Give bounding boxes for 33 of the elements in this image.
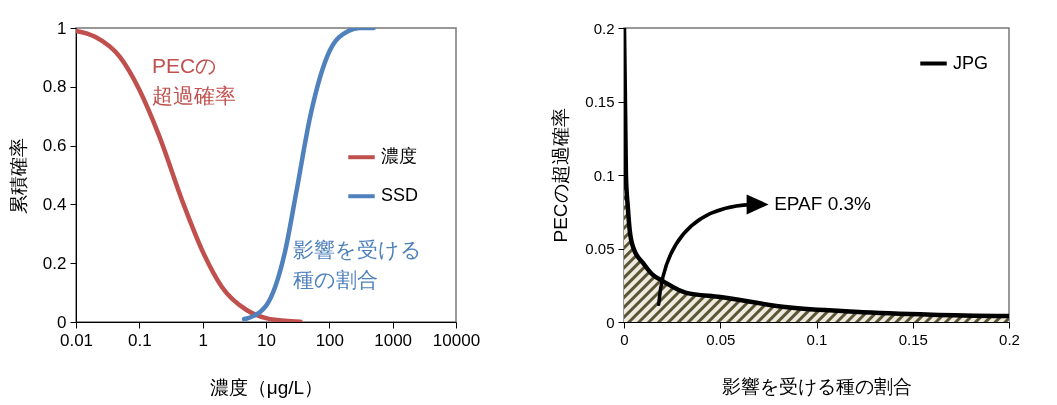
y-tick-label: 0.15 — [585, 93, 615, 110]
x-tick-label: 100 — [315, 330, 345, 350]
x-tick-label: 0.15 — [898, 330, 928, 348]
x-axis-title: 濃度（μg/L） — [209, 376, 324, 398]
y-tick-label: 0.1 — [593, 166, 615, 184]
y-tick-label: 0.2 — [42, 253, 67, 273]
x-tick-label: 0.05 — [706, 330, 736, 348]
x-tick-label: 0 — [620, 330, 629, 348]
y-tick-label: 0.8 — [42, 77, 67, 97]
y-tick-label: 0.2 — [593, 19, 615, 37]
x-tick-label: 0.1 — [128, 330, 152, 350]
legend-label: JPG — [953, 52, 989, 73]
y-tick-label: 1 — [57, 18, 67, 38]
y-axis-title: 累積確率 — [7, 137, 29, 214]
y-axis-title: PECの超過確率 — [550, 108, 572, 243]
y-tick-label: 0.6 — [42, 136, 67, 156]
x-tick-label: 0.01 — [59, 330, 94, 350]
x-tick-label: 1 — [198, 330, 208, 350]
x-tick-label: 10000 — [432, 330, 481, 350]
x-tick-label: 10 — [257, 330, 276, 350]
annotation: EPAF 0.3% — [774, 193, 872, 215]
x-tick-label: 0.1 — [806, 330, 828, 348]
y-tick-label: 0 — [57, 312, 67, 332]
annotation: 影響を受ける種の割合 — [292, 237, 422, 291]
x-tick-label: 0.2 — [999, 330, 1020, 348]
legend-label: SSD — [381, 185, 419, 206]
legend-label: 濃度 — [381, 146, 417, 167]
annotation: PECの超過確率 — [152, 53, 236, 107]
x-tick-label: 1000 — [374, 330, 413, 350]
x-axis-title: 影響を受ける種の割合 — [722, 375, 912, 397]
y-tick-label: 0 — [606, 313, 615, 331]
y-tick-label: 0.4 — [42, 194, 67, 214]
y-tick-label: 0.05 — [585, 240, 615, 257]
